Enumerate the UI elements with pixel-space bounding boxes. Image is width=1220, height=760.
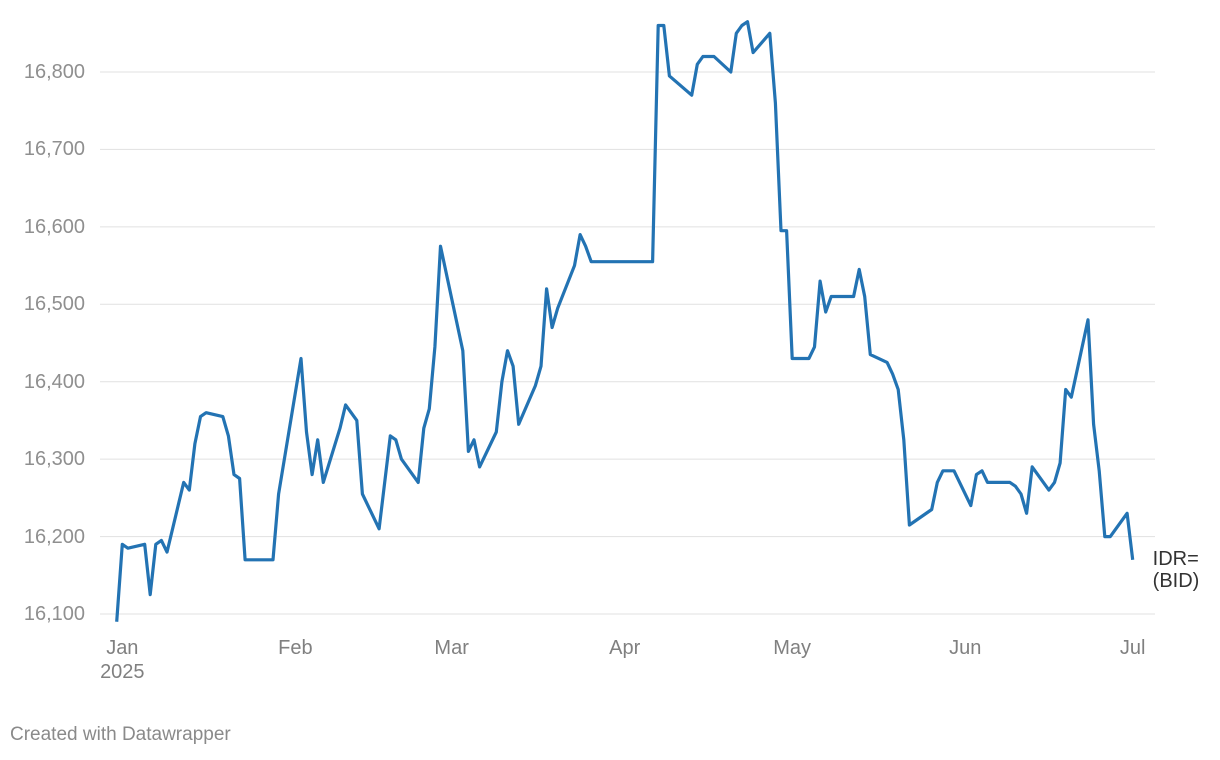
y-tick-label: 16,800 (23, 61, 85, 83)
series-label: IDR= (BID) (1152, 547, 1200, 592)
y-tick-label: 16,700 (23, 138, 85, 161)
y-tick-label: 16,200 (23, 525, 85, 548)
y-tick-label: 16,400 (23, 370, 85, 393)
x-tick-label: Feb (278, 637, 313, 659)
x-tick-label: Apr (609, 637, 641, 659)
y-tick-label: 16,100 (23, 603, 85, 625)
series-line (115, 20, 1135, 622)
y-tick-label: 16,500 (23, 293, 85, 316)
y-tick-label: 16,600 (23, 215, 85, 238)
x-tick-label: Jul (1119, 637, 1146, 659)
x-tick-label: Jun (949, 637, 982, 659)
x-tick-label: Jan 2025 (100, 637, 145, 683)
y-tick-label: 16,300 (23, 448, 85, 471)
x-tick-label: Mar (434, 637, 469, 659)
x-tick-label: May (773, 637, 812, 659)
credit: Created with Datawrapper (10, 724, 231, 745)
